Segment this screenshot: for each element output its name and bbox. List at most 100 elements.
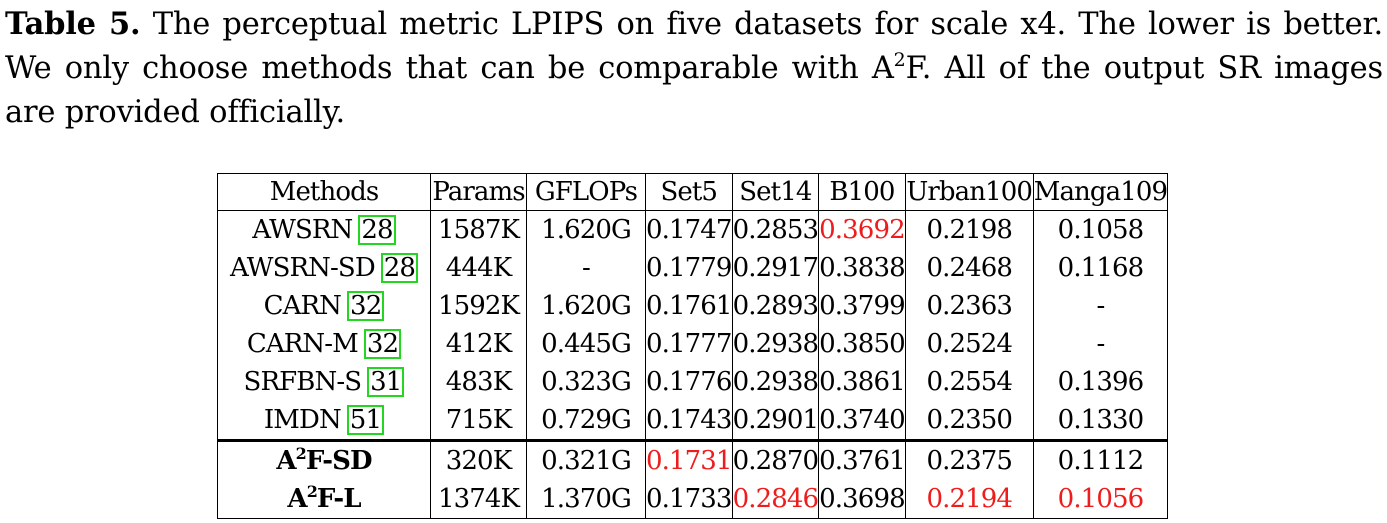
table-row: AWSRN 28 1587K 1.620G 0.1747 0.2853 0.369… [217, 210, 1169, 249]
gflops-cell: 0.323G [526, 363, 646, 401]
citation-link[interactable]: 32 [363, 329, 402, 359]
method-cell: SRFBN-S 31 [217, 363, 431, 401]
set14-cell: 0.2870 [731, 439, 820, 480]
params-cell: 1374K [430, 480, 527, 519]
set5-cell: 0.1776 [645, 363, 733, 401]
header-gflops: GFLOPs [526, 173, 646, 211]
gflops-cell: 1.370G [526, 480, 646, 519]
table-row: CARN 32 1592K 1.620G 0.1761 0.2893 0.3799… [217, 287, 1169, 325]
set14-cell: 0.2846 [731, 480, 820, 519]
caption-text-1: The perceptual metric LPIPS on five data… [5, 7, 1383, 86]
set14-cell: 0.2938 [731, 363, 820, 401]
method-cell: CARN-M 32 [217, 325, 431, 363]
set5-cell: 0.1747 [645, 210, 733, 249]
method-name-prefix: A [276, 446, 296, 476]
b100-cell: 0.3698 [818, 480, 906, 519]
table-row: IMDN 51 715K 0.729G 0.1743 0.2901 0.3740 … [217, 401, 1169, 441]
method-name: AWSRN-SD [229, 253, 376, 283]
caption-label: Table 5. [5, 6, 141, 42]
header-b100: B100 [818, 173, 906, 211]
params-cell: 1592K [430, 287, 527, 325]
b100-cell: 0.3861 [818, 363, 906, 401]
b100-cell: 0.3692 [818, 210, 906, 249]
manga109-cell: 0.1168 [1032, 249, 1169, 287]
method-name-sup: 2 [295, 444, 307, 463]
method-cell: A2F-L [217, 480, 431, 519]
table-caption: Table 5. The perceptual metric LPIPS on … [5, 2, 1383, 135]
table-row: SRFBN-S 31 483K 0.323G 0.1776 0.2938 0.38… [217, 363, 1169, 401]
header-row: Methods Params GFLOPs Set5 Set14 B100 Ur… [217, 173, 1169, 211]
method-cell: IMDN 51 [217, 401, 431, 441]
citation-link[interactable]: 32 [347, 291, 385, 321]
header-set14: Set14 [731, 173, 820, 211]
b100-cell: 0.3838 [818, 249, 906, 287]
table-row: A2F-SD 320K 0.321G 0.1731 0.2870 0.3761 … [217, 439, 1169, 480]
method-name: AWSRN [252, 215, 353, 245]
method-name-sup: 2 [306, 482, 318, 501]
manga109-cell: 0.1396 [1032, 363, 1169, 401]
gflops-cell: - [526, 249, 646, 287]
table-row: AWSRN-SD 28 444K - 0.1779 0.2917 0.3838 0… [217, 249, 1169, 287]
method-name: SRFBN-S [243, 367, 362, 397]
b100-cell: 0.3740 [818, 401, 906, 441]
set14-cell: 0.2917 [731, 249, 820, 287]
method-name: IMDN [263, 405, 342, 435]
manga109-cell: 0.1112 [1032, 439, 1169, 480]
gflops-cell: 1.620G [526, 210, 646, 249]
manga109-cell: 0.1058 [1032, 210, 1169, 249]
method-name: CARN-M [246, 329, 359, 359]
set5-cell: 0.1761 [645, 287, 733, 325]
citation-link[interactable]: 51 [346, 405, 385, 435]
set5-cell: 0.1731 [645, 439, 733, 480]
header-params: Params [430, 173, 527, 211]
set5-cell: 0.1779 [645, 249, 733, 287]
params-cell: 412K [430, 325, 527, 363]
params-cell: 715K [430, 401, 527, 441]
params-cell: 1587K [430, 210, 527, 249]
header-methods: Methods [217, 173, 431, 211]
method-cell: A2F-SD [217, 439, 431, 480]
b100-cell: 0.3761 [818, 439, 906, 480]
set14-cell: 0.2938 [731, 325, 820, 363]
set5-cell: 0.1733 [645, 480, 733, 519]
urban100-cell: 0.2554 [904, 363, 1034, 401]
urban100-cell: 0.2198 [904, 210, 1034, 249]
set14-cell: 0.2901 [731, 401, 820, 441]
manga109-cell: 0.1056 [1032, 480, 1169, 519]
params-cell: 320K [430, 439, 527, 480]
method-cell: CARN 32 [217, 287, 431, 325]
b100-cell: 0.3799 [818, 287, 906, 325]
params-cell: 483K [430, 363, 527, 401]
method-name-prefix: A [287, 484, 307, 514]
method-name: CARN [263, 291, 342, 321]
header-set5: Set5 [645, 173, 733, 211]
caption-sup: 2 [893, 49, 906, 71]
urban100-cell: 0.2363 [904, 287, 1034, 325]
method-cell: AWSRN-SD 28 [217, 249, 431, 287]
params-cell: 444K [430, 249, 527, 287]
header-manga109: Manga109 [1032, 173, 1169, 211]
citation-link[interactable]: 28 [380, 253, 419, 283]
method-name-suffix: F-SD [305, 446, 373, 476]
gflops-cell: 1.620G [526, 287, 646, 325]
gflops-cell: 0.445G [526, 325, 646, 363]
urban100-cell: 0.2375 [904, 439, 1034, 480]
header-urban100: Urban100 [904, 173, 1034, 211]
set5-cell: 0.1777 [645, 325, 733, 363]
citation-link[interactable]: 28 [358, 215, 396, 245]
method-cell: AWSRN 28 [217, 210, 431, 249]
gflops-cell: 0.321G [526, 439, 646, 480]
urban100-cell: 0.2350 [904, 401, 1034, 441]
urban100-cell: 0.2194 [904, 480, 1034, 519]
set14-cell: 0.2893 [731, 287, 820, 325]
urban100-cell: 0.2468 [904, 249, 1034, 287]
set5-cell: 0.1743 [645, 401, 733, 441]
set14-cell: 0.2853 [731, 210, 820, 249]
caption-text-2: F. All of the output SR images are provi… [5, 51, 1383, 130]
citation-link[interactable]: 31 [367, 367, 405, 397]
b100-cell: 0.3850 [818, 325, 906, 363]
lpips-table: Methods Params GFLOPs Set5 Set14 B100 Ur… [217, 173, 1169, 519]
method-name-suffix: F-L [316, 484, 362, 514]
manga109-cell: - [1032, 325, 1169, 363]
table-row: A2F-L 1374K 1.370G 0.1733 0.2846 0.3698 … [217, 480, 1169, 519]
